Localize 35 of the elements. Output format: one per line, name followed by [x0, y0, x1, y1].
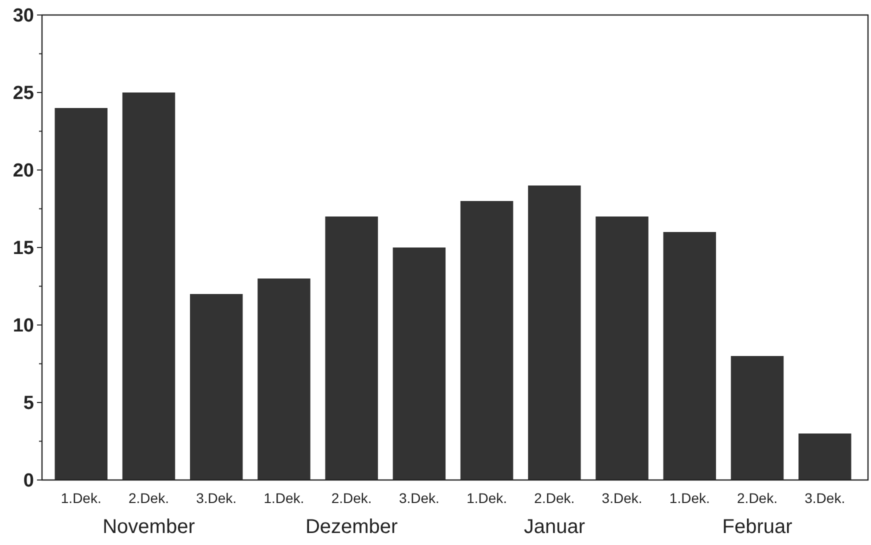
bar [798, 434, 852, 480]
x-tick-label: 3.Dek. [804, 490, 846, 506]
bar [392, 248, 446, 480]
x-tick-label: 2.Dek. [737, 490, 778, 506]
x-tick-label: 3.Dek. [398, 490, 440, 506]
y-tick-label: 25 [12, 83, 34, 104]
y-tick-label: 30 [12, 6, 34, 27]
x-tick-label: 1.Dek. [669, 490, 710, 506]
text: Dezember [305, 516, 398, 538]
text: Februar [722, 516, 793, 538]
x-tick-label: 1.Dek. [60, 490, 102, 506]
x-tick-label: 3.Dek. [196, 490, 237, 506]
y-tick-label: 10 [12, 316, 34, 337]
bar [122, 92, 176, 480]
x-tick-label: 1.Dek. [466, 490, 508, 506]
bar [54, 108, 108, 480]
bar [258, 278, 310, 480]
y-tick-label: 20 [12, 160, 34, 182]
bar [325, 216, 378, 480]
bar [596, 216, 648, 480]
text: Januar [524, 516, 586, 538]
bar [663, 232, 716, 480]
bar [190, 294, 243, 480]
bar [730, 356, 784, 480]
y-tick-label: 0 [23, 470, 34, 492]
bar [528, 186, 581, 480]
x-tick-label: 2.Dek. [534, 490, 575, 506]
y-tick-label: 5 [23, 393, 34, 414]
x-tick-label: 3.Dek. [602, 490, 642, 506]
x-tick-label: 2.Dek. [331, 490, 372, 506]
bar [460, 201, 514, 480]
x-tick-label: 2.Dek. [128, 490, 169, 506]
text: November [102, 516, 196, 538]
x-tick-label: 1.Dek. [264, 490, 304, 506]
y-tick-label: 15 [12, 238, 34, 260]
